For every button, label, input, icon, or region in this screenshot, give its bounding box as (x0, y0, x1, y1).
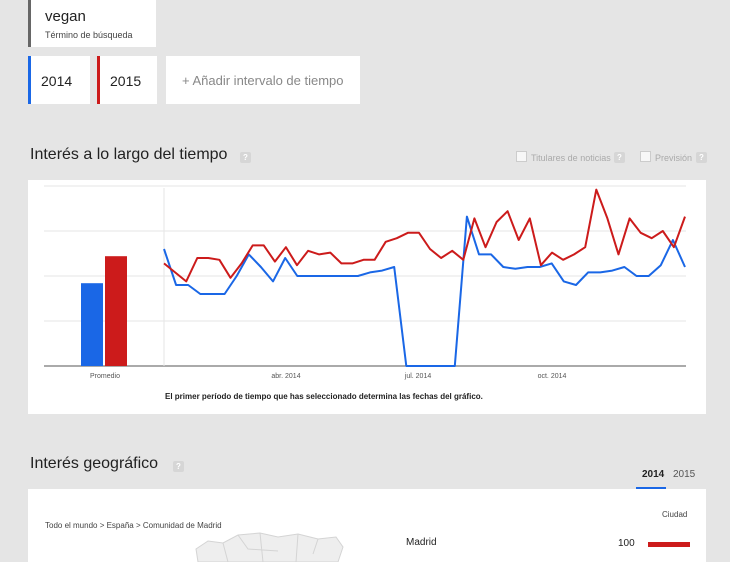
geo-tab-2015[interactable]: 2015 (673, 469, 696, 480)
average-bar-2014 (81, 283, 103, 366)
news-headlines-help-icon[interactable]: ? (614, 152, 625, 163)
news-headlines-label: Titulares de noticias (531, 153, 611, 163)
news-headlines-option[interactable]: Titulares de noticias (516, 151, 611, 163)
geo-column-header: Ciudad (662, 510, 688, 519)
x-tick-label: abr. 2014 (271, 373, 300, 380)
average-bar-label: Promedio (90, 373, 120, 380)
geo-row-name[interactable]: Madrid (406, 537, 437, 548)
interest-chart: Promedio abr. 2014 jul. 2014 oct. 2014 (44, 185, 686, 380)
series-line-2015 (163, 188, 686, 283)
geo-interest-help-icon[interactable]: ? (173, 461, 184, 472)
search-term-subtitle: Término de búsqueda (45, 30, 133, 40)
geo-tab-2014[interactable]: 2014 (642, 469, 665, 480)
forecast-option[interactable]: Previsión (640, 151, 692, 163)
search-term-card[interactable]: vegan Término de búsqueda (28, 0, 156, 47)
add-period-button[interactable]: + Añadir intervalo de tiempo (166, 56, 360, 104)
interest-over-time-help-icon[interactable]: ? (240, 152, 251, 163)
news-headlines-checkbox[interactable] (516, 151, 527, 162)
geo-card: Todo el mundo > España > Comunidad de Ma… (28, 489, 706, 562)
chart-note: El primer período de tiempo que has sele… (165, 392, 483, 401)
forecast-label: Previsión (655, 153, 693, 163)
region-map[interactable] (168, 529, 368, 562)
x-tick-label: oct. 2014 (538, 373, 567, 380)
series-line-2014 (163, 215, 686, 367)
geo-interest-title: Interés geográfico (30, 455, 159, 472)
interest-over-time-title: Interés a lo largo del tiempo (30, 146, 228, 163)
geo-tab-active-indicator (636, 487, 666, 489)
search-term-name: vegan (45, 8, 86, 25)
geo-breadcrumb[interactable]: Todo el mundo > España > Comunidad de Ma… (45, 521, 222, 530)
interest-chart-card: Promedio abr. 2014 jul. 2014 oct. 2014 El … (28, 180, 706, 414)
period-2015-card[interactable]: 2015 (97, 56, 157, 104)
geo-row-value: 100 (618, 538, 635, 549)
x-tick-label: jul. 2014 (404, 373, 432, 380)
period-2014-card[interactable]: 2014 (28, 56, 90, 104)
average-bar-2015 (105, 256, 127, 366)
geo-row-bar (648, 542, 690, 547)
forecast-checkbox[interactable] (640, 151, 651, 162)
forecast-help-icon[interactable]: ? (696, 152, 707, 163)
